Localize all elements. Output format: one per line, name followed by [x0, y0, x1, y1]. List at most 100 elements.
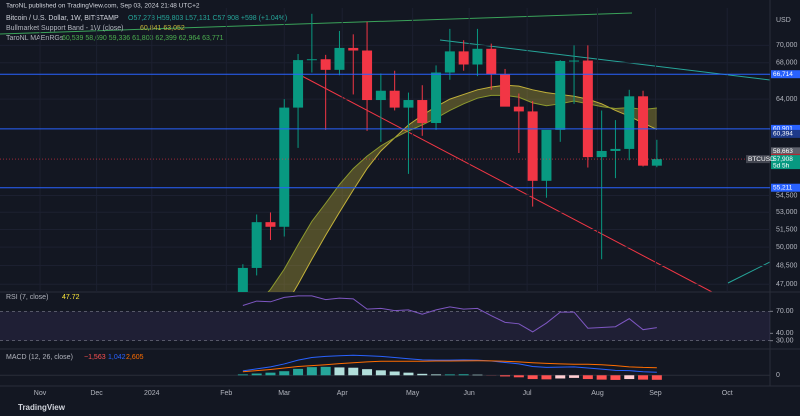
x-tick-label: 2024: [144, 390, 160, 397]
candle-body: [555, 60, 566, 130]
indicator-name: TaroNL MAEnRGs: [6, 35, 64, 42]
candle-body: [265, 222, 276, 227]
macd-title: MACD (12, 26, close): [6, 354, 73, 361]
candle-body: [651, 159, 662, 166]
y-tick-label: 70,000: [776, 42, 798, 49]
symbol-tag: [746, 155, 770, 164]
macd-histogram-bar: [237, 374, 248, 376]
author: TaroNL published on TradingView.com, Sep…: [6, 3, 200, 10]
last-price-tag: [771, 155, 800, 170]
macd-histogram-bar: [582, 375, 593, 380]
candle-body: [334, 47, 345, 70]
macd-histogram-bar: [306, 367, 317, 376]
macd-value: 1,042: [108, 354, 126, 361]
level-tag: [771, 70, 800, 79]
x-tick-label: Feb: [220, 390, 232, 397]
candle-body: [596, 150, 607, 158]
level-label: 55,211: [773, 184, 793, 191]
macd-histogram-bar: [403, 372, 414, 376]
macd-histogram-bar: [610, 375, 621, 380]
x-tick-label: Nov: [34, 390, 47, 397]
level-tag: [771, 124, 800, 133]
y-tick-label: 54,500: [776, 192, 798, 199]
macd-histogram-bar: [569, 375, 580, 378]
candle-body: [638, 96, 649, 166]
macd-histogram-bar: [555, 375, 566, 379]
indicator-name: Bullmarket Support Band - 1W (close): [6, 25, 124, 32]
macd-histogram-bar: [251, 373, 262, 376]
macd-histogram-bar: [596, 375, 607, 380]
macd-histogram-bar: [389, 371, 400, 376]
candle-body: [610, 148, 621, 151]
candle-body: [541, 129, 552, 181]
y-tick-label: 64,000: [776, 96, 798, 103]
macd-histogram-bar: [638, 375, 649, 380]
candle-body: [306, 59, 317, 61]
currency: USD: [776, 17, 791, 24]
price-tag-label: 58,663: [773, 148, 793, 155]
macd-histogram-bar: [651, 375, 662, 380]
y-tick-label: 70.00: [776, 308, 794, 315]
macd-histogram-bar: [431, 374, 442, 376]
macd-histogram-bar: [527, 375, 538, 380]
candle-body: [582, 60, 593, 158]
candle-body: [279, 107, 290, 227]
x-tick-label: Apr: [337, 390, 349, 397]
macd-histogram-bar: [444, 374, 455, 376]
symbol-tag-label: BTCUSD: [748, 156, 775, 163]
macd-histogram-bar: [375, 370, 386, 376]
candle-body: [389, 90, 400, 108]
x-tick-label: Jul: [523, 390, 532, 397]
macd-histogram-bar: [320, 366, 331, 376]
candle-body: [472, 48, 483, 65]
rsi-title: RSI (7, close): [6, 294, 48, 301]
macd-histogram-bar: [348, 367, 359, 376]
x-tick-label: May: [406, 390, 420, 397]
macd-histogram-bar: [513, 375, 524, 378]
price-tag: [771, 129, 800, 138]
candle-body: [417, 100, 428, 124]
footer: TradingView: [18, 403, 66, 412]
x-tick-label: Dec: [90, 390, 103, 397]
candle-body: [513, 106, 524, 112]
price-pane: [0, 8, 770, 292]
candle-body: [444, 51, 455, 73]
candle-body: [500, 74, 511, 107]
candle-body: [624, 96, 635, 149]
y-tick-label: 40.00: [776, 330, 794, 337]
y-tick-label: 50,000: [776, 244, 798, 251]
macd-value: −1,563: [84, 354, 106, 361]
symbol: Bitcoin / U.S. Dollar, 1W, BITSTAMP: [6, 15, 119, 22]
macd-line: [242, 360, 657, 373]
macd-histogram-bar: [293, 368, 304, 376]
y-tick-label: 48,500: [776, 262, 798, 269]
macd-value: 2,605: [126, 354, 144, 361]
candle-body: [375, 90, 386, 101]
countdown: 5d 5h: [773, 162, 790, 169]
macd-histogram-bar: [624, 375, 635, 380]
candle-body: [569, 60, 580, 62]
support-band-fill: [268, 85, 657, 292]
candle-body: [320, 59, 331, 70]
macd-histogram-bar: [265, 372, 276, 376]
x-tick-label: Sep: [649, 390, 662, 397]
candle-body: [486, 48, 497, 75]
candle-body: [403, 100, 414, 108]
candle-body: [431, 72, 442, 124]
macd-histogram-bar: [500, 375, 511, 377]
level-tag: [771, 183, 800, 192]
y-tick-label: 30.00: [776, 338, 794, 345]
candle-body: [527, 111, 538, 181]
rsi-value: 47.72: [62, 294, 80, 301]
price-tag-label: 60,394: [773, 131, 793, 138]
x-tick-label: Aug: [591, 390, 604, 397]
macd-histogram-bar: [417, 373, 428, 376]
macd-histogram-bar: [334, 367, 345, 376]
level-label: 66,714: [773, 71, 793, 78]
y-tick-label: 47,000: [776, 281, 798, 288]
macd-histogram-bar: [279, 371, 290, 376]
candle-body: [348, 47, 359, 51]
macd-line: [242, 354, 657, 373]
last-price-label: 57,908: [773, 156, 793, 163]
